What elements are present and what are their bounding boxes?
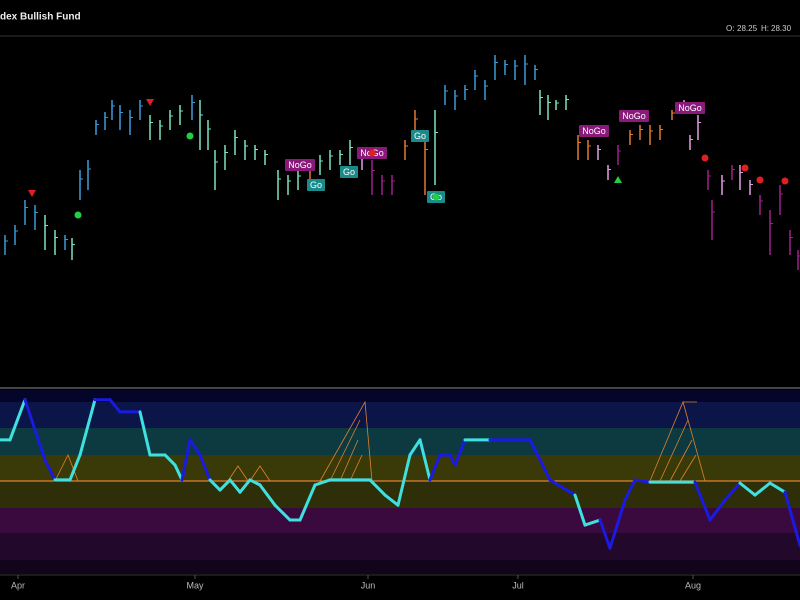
band [0,455,800,481]
signal-label-box [619,110,649,122]
oscillator-segment [753,481,772,497]
signal-label: NoGo [288,160,312,170]
oscillator-segment [33,428,47,462]
band [0,560,800,574]
oscillator-segment [396,453,412,507]
oscillator-segment [173,463,184,482]
osc-wave [649,400,706,482]
quote-value: 28.25 [737,24,758,33]
oscillator-segment [633,478,652,484]
x-tick-label: Apr [11,580,25,590]
signal-dot [432,193,440,201]
signal-dot [701,154,709,162]
oscillator-segment [428,453,442,482]
oscillator-segment [528,438,552,482]
oscillator-segment [218,478,232,492]
oscillator-segment [583,518,602,527]
signal-dot [756,176,764,184]
oscillator-segment [598,518,612,550]
oscillator-segment [573,493,587,527]
osc-bands [0,390,800,574]
oscillator-segment [453,438,467,467]
oscillator-segment [408,438,422,457]
oscillator-segment [418,438,432,482]
signal-triangle [28,190,36,197]
oscillator-segment [23,398,37,432]
decoration [54,400,706,482]
quote-label: O: [726,24,734,33]
oscillator-segment [738,481,757,497]
signal-dot [741,164,749,172]
signal-label: NoGo [622,111,646,121]
signal-label: Go [414,131,426,141]
oscillator-segment [78,398,97,457]
oscillator-segment [623,478,637,502]
x-tick-label: Jul [512,580,524,590]
oscillator-segment [608,498,627,550]
signal-dot [186,132,194,140]
x-tick-label: Jun [361,580,376,590]
band [0,508,800,533]
oscillator-segment [8,398,27,442]
oscillator-segment [708,498,727,522]
band [0,402,800,428]
oscillator-segment [768,481,787,494]
signal-triangle [614,176,622,183]
oscillator-segment [723,481,742,502]
oscillator-segment [548,478,577,497]
oscillator-segment [313,478,332,487]
signal-triangle [146,99,154,106]
oscillator-segment [198,453,212,482]
oscillator-segment [238,478,252,494]
oscillator-segment [180,438,192,482]
oscillator-segment [108,398,122,414]
oscillator-segment [228,478,242,494]
oscillator-segment [68,453,82,482]
quote-value: 28.30 [771,24,792,33]
signal-label-box [411,130,429,142]
oscillator-segment [163,453,177,467]
chart-title: dex Bullish Fund [0,12,81,23]
oscillator-segment [258,483,277,507]
oscillator-segment [208,478,222,492]
osc-wave [54,454,271,482]
signal-label: NoGo [678,103,702,113]
oscillator-segment [298,483,317,522]
oscillator-segment [273,503,292,522]
quote-label: H: [761,24,769,33]
band [0,533,800,560]
signal-label: Go [343,167,355,177]
osc-wave [319,400,373,482]
oscillator-segment [368,478,387,497]
oscillator-segment [693,480,712,522]
signal-dot [74,211,82,219]
oscillator-segment [138,410,152,457]
price-panel: NoGoGoGoNoGoGoGoNoGoNoGoNoGo [4,55,800,270]
signal-label: NoGo [582,126,606,136]
signal-label-box [285,159,315,171]
signal-label-box [579,125,609,137]
signal-dot [781,177,789,185]
signal-dot [368,149,376,157]
oscillator-segment [248,478,262,487]
band [0,428,800,455]
oscillator-segment [783,490,800,547]
signal-label-box [675,102,705,114]
oscillator-segment [43,458,57,482]
x-tick-label: May [186,580,204,590]
signal-label-box [340,166,358,178]
oscillator-segment [188,438,202,457]
signal-label-box [307,179,325,191]
signal-label: Go [310,180,322,190]
oscillator-segment [383,493,400,507]
x-tick-label: Aug [685,580,701,590]
band [0,390,800,402]
